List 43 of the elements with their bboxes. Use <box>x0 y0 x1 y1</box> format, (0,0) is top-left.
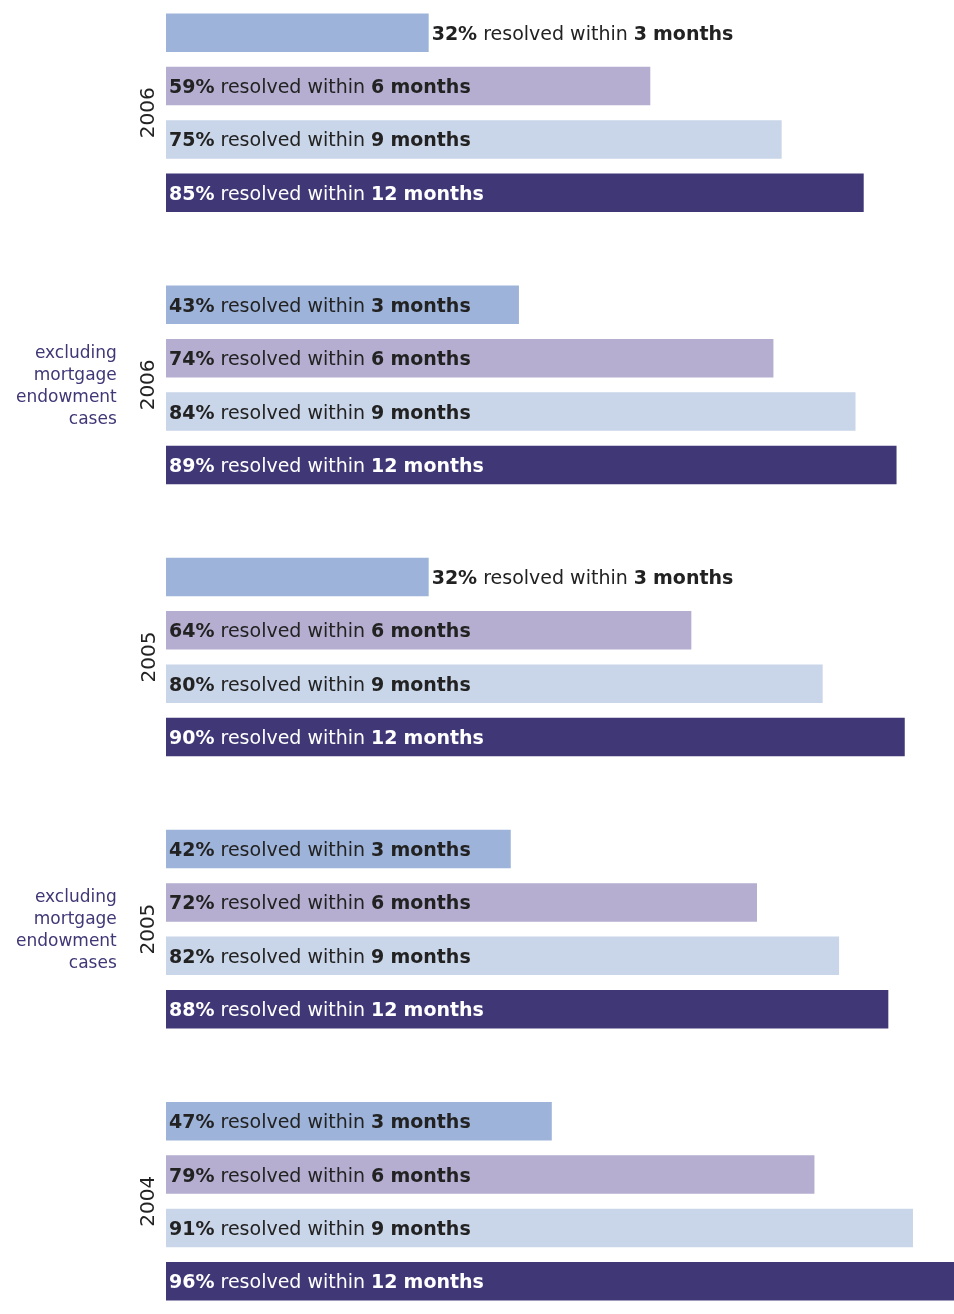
data-label: 74% resolved within 6 months <box>169 347 471 370</box>
bar <box>166 557 429 597</box>
data-label: 59% resolved within 6 months <box>169 75 471 98</box>
bar <box>166 173 864 213</box>
data-label: 91% resolved within 9 months <box>169 1216 471 1239</box>
bar <box>166 664 823 703</box>
data-label: 89% resolved within 12 months <box>169 453 484 476</box>
data-label: 84% resolved within 9 months <box>169 400 471 423</box>
y-axis-title: 2006 <box>135 87 160 139</box>
text: excluding mortgage endowment cases <box>16 886 118 973</box>
bar <box>166 989 889 1029</box>
data-label: 82% resolved within 9 months <box>169 944 471 967</box>
data-label: 32% resolved within 3 months <box>431 565 734 588</box>
data-label: 32% resolved within 3 months <box>431 21 734 44</box>
bar <box>166 392 856 431</box>
bar <box>166 338 774 378</box>
bar <box>166 883 757 922</box>
bar <box>166 445 897 485</box>
data-label: 90% resolved within 12 months <box>169 726 484 749</box>
bar <box>166 611 692 650</box>
y-axis-title: 2005 <box>135 903 160 955</box>
y-axis-title: 2004 <box>135 1175 160 1227</box>
bar <box>166 717 905 757</box>
data-label: 85% resolved within 12 months <box>169 181 484 204</box>
bar <box>166 120 782 159</box>
bar <box>166 1208 913 1248</box>
bar <box>166 936 840 976</box>
text: excluding mortgage endowment cases <box>16 342 118 429</box>
data-label: 64% resolved within 6 months <box>169 619 471 642</box>
y-axis-title: 2005 <box>135 631 160 683</box>
data-label: 80% resolved within 9 months <box>169 672 471 695</box>
data-label: 43% resolved within 3 months <box>169 293 471 316</box>
data-label: 75% resolved within 9 months <box>169 128 471 151</box>
data-label: 72% resolved within 6 months <box>169 891 471 914</box>
bar <box>166 1262 954 1301</box>
bar <box>166 1155 815 1194</box>
data-label: 96% resolved within 12 months <box>169 1270 484 1293</box>
bar <box>166 13 429 52</box>
data-label: 79% resolved within 6 months <box>169 1163 471 1186</box>
data-label: 42% resolved within 3 months <box>169 838 471 861</box>
y-axis-title: 2006 <box>135 359 160 411</box>
data-label: 47% resolved within 3 months <box>169 1110 471 1133</box>
data-label: 88% resolved within 12 months <box>169 998 484 1021</box>
